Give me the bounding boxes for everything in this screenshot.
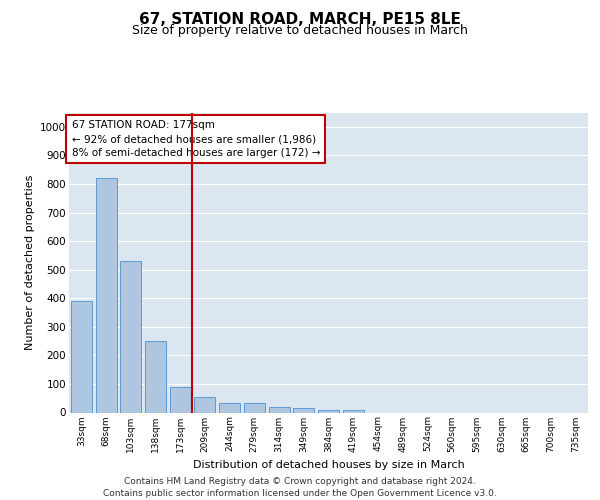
Bar <box>244 404 265 412</box>
Bar <box>293 408 314 412</box>
Bar <box>71 301 92 412</box>
Bar <box>170 387 191 412</box>
Text: Size of property relative to detached houses in March: Size of property relative to detached ho… <box>132 24 468 37</box>
Bar <box>120 261 141 412</box>
Bar <box>219 402 240 412</box>
X-axis label: Distribution of detached houses by size in March: Distribution of detached houses by size … <box>193 460 464 470</box>
Y-axis label: Number of detached properties: Number of detached properties <box>25 175 35 350</box>
Text: 67, STATION ROAD, MARCH, PE15 8LE: 67, STATION ROAD, MARCH, PE15 8LE <box>139 12 461 28</box>
Bar <box>194 397 215 412</box>
Bar <box>269 407 290 412</box>
Text: Contains HM Land Registry data © Crown copyright and database right 2024.
Contai: Contains HM Land Registry data © Crown c… <box>103 476 497 498</box>
Bar <box>343 410 364 412</box>
Bar <box>95 178 116 412</box>
Text: 67 STATION ROAD: 177sqm
← 92% of detached houses are smaller (1,986)
8% of semi-: 67 STATION ROAD: 177sqm ← 92% of detache… <box>71 120 320 158</box>
Bar <box>318 410 339 412</box>
Bar <box>145 341 166 412</box>
